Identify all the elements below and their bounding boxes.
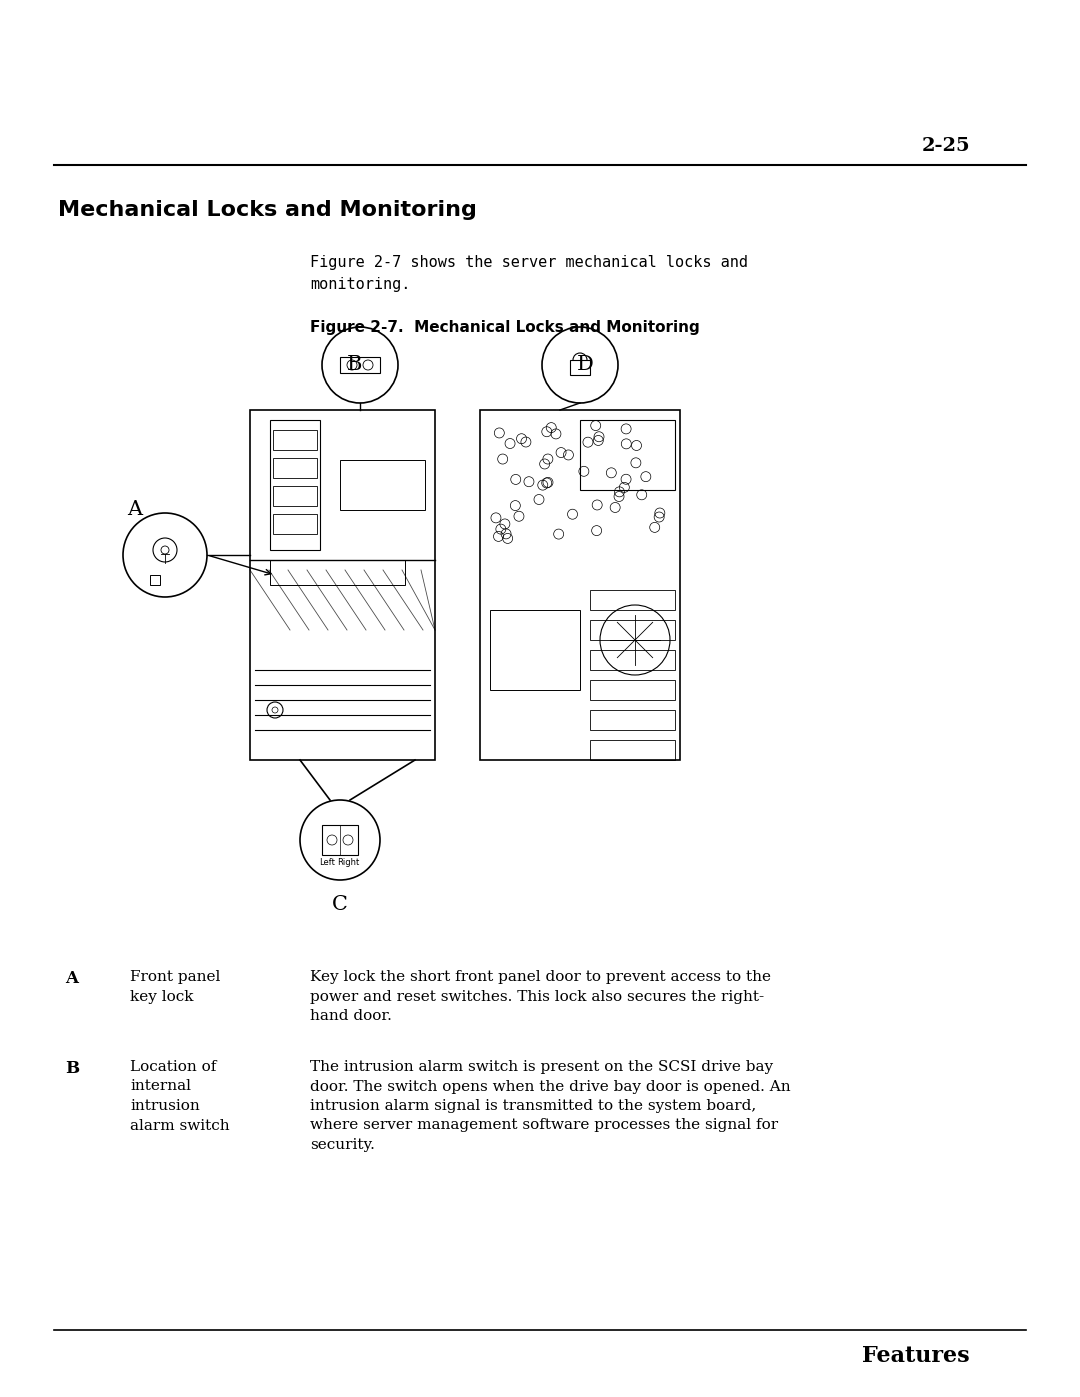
Text: Features: Features	[862, 1345, 970, 1368]
Text: Right: Right	[337, 858, 360, 868]
Text: 2-25: 2-25	[921, 137, 970, 155]
Text: Figure 2-7 shows the server mechanical locks and
monitoring.: Figure 2-7 shows the server mechanical l…	[310, 256, 748, 292]
Text: Mechanical Locks and Monitoring: Mechanical Locks and Monitoring	[58, 200, 477, 219]
Text: B: B	[65, 1060, 79, 1077]
Text: The intrusion alarm switch is present on the SCSI drive bay
door. The switch ope: The intrusion alarm switch is present on…	[310, 1060, 791, 1153]
Text: A: A	[65, 970, 78, 988]
Text: Front panel
key lock: Front panel key lock	[130, 970, 220, 1003]
Text: A: A	[127, 500, 143, 520]
Text: Left: Left	[319, 858, 335, 868]
Text: Location of
internal
intrusion
alarm switch: Location of internal intrusion alarm swi…	[130, 1060, 230, 1133]
Text: B: B	[348, 355, 363, 374]
Text: Figure 2-7.  Mechanical Locks and Monitoring: Figure 2-7. Mechanical Locks and Monitor…	[310, 320, 700, 335]
Text: C: C	[332, 895, 348, 914]
Text: Key lock the short front panel door to prevent access to the
power and reset swi: Key lock the short front panel door to p…	[310, 970, 771, 1023]
Text: D: D	[577, 355, 593, 374]
